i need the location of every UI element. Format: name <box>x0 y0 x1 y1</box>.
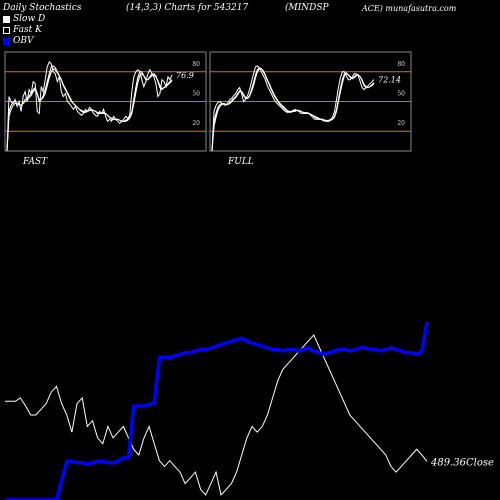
fast-title: FAST <box>22 157 48 167</box>
full-stochastic-panel: 20 50 80 72.14 FULL <box>209 51 412 167</box>
legend-label-fast-k: Fast K <box>13 25 42 35</box>
fast-ytick-50: 50 <box>192 91 200 98</box>
obv-line <box>5 321 429 500</box>
header-left: Daily Stochastics <box>3 3 82 13</box>
header-right: ACE) munafasutra.com <box>362 4 457 13</box>
legend-swatch-slow-d <box>3 16 10 23</box>
full-last-value-label: 72.14 <box>378 76 401 85</box>
fast-series-fast_k <box>6 61 173 152</box>
fast-last-value-label: 76.9 <box>176 71 194 80</box>
header-name: (MINDSP <box>285 3 329 13</box>
full-ytick-80: 80 <box>397 61 405 68</box>
legend-label-obv: OBV <box>13 36 34 46</box>
legend-item-obv: OBV <box>3 36 45 47</box>
legend-item-slow-d: Slow D <box>3 14 45 25</box>
close-line <box>5 334 428 497</box>
legend-item-fast-k: Fast K <box>3 25 45 36</box>
legend-label-slow-d: Slow D <box>13 14 46 24</box>
legend: Slow D Fast K OBV <box>3 14 45 47</box>
full-title: FULL <box>227 157 254 167</box>
full-ytick-50: 50 <box>397 91 405 98</box>
full-series-full_k <box>211 65 375 152</box>
header-params: (14,3,3) Charts for 543217 <box>126 3 249 13</box>
fast-ytick-80: 80 <box>192 61 200 68</box>
fast-series-extra <box>6 68 173 152</box>
legend-swatch-obv <box>3 38 10 45</box>
fast-ytick-20: 20 <box>192 120 200 127</box>
full-series-extra <box>211 68 375 152</box>
fast-stochastic-panel: 20 50 80 76.9 FAST <box>4 51 207 167</box>
close-last-value-label: 489.36Close <box>430 457 494 468</box>
price-obv-panel: 489.36Close <box>5 321 494 500</box>
full-ytick-20: 20 <box>397 120 405 127</box>
legend-swatch-fast-k <box>3 27 10 34</box>
